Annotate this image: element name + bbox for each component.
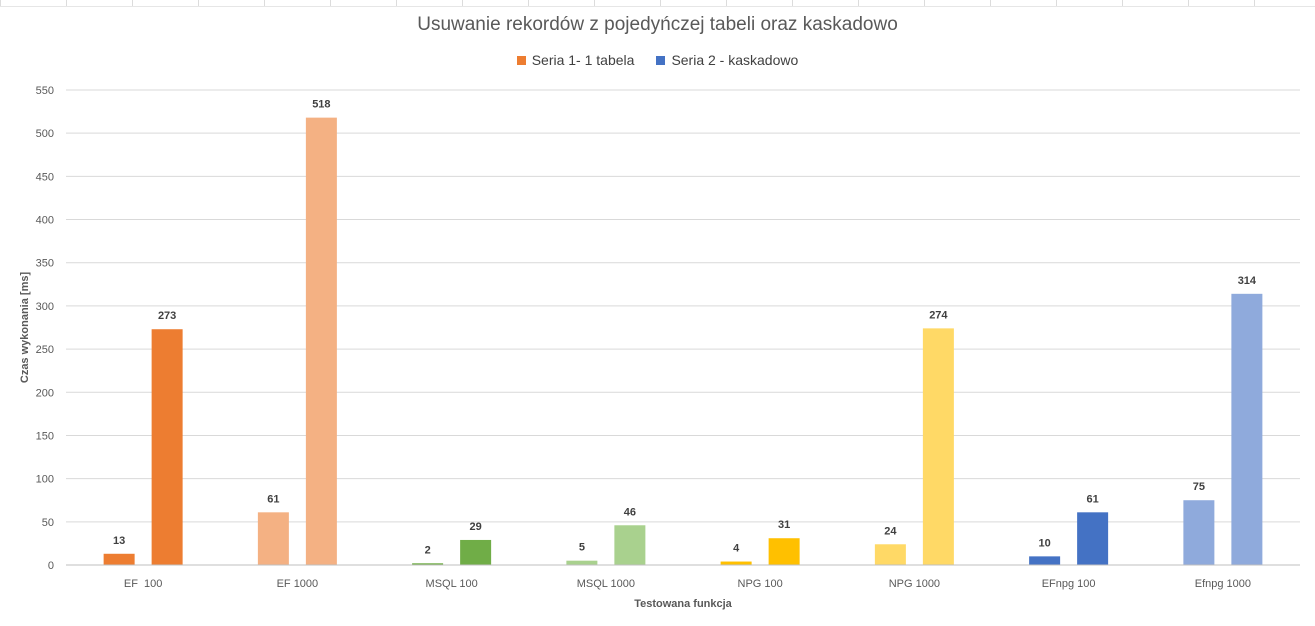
y-tick-label: 550: [36, 85, 54, 97]
bar-series-1: [1183, 500, 1215, 565]
data-label: 10: [1039, 537, 1051, 549]
data-labels: 13 273 61 518 2 29 5 46 4 31 24 274 10 61 75 314: [113, 99, 1257, 557]
chart-title: Usuwanie rekordów z pojedyńczej tabeli o…: [417, 14, 898, 35]
x-tick-label: EFnpg 100: [1042, 578, 1096, 590]
x-tick-label: EF 1000: [277, 578, 319, 590]
bar-series-1: [412, 563, 444, 565]
x-tick-label: MSQL 100: [426, 578, 478, 590]
bar-series-2: [151, 329, 183, 565]
data-label: 274: [929, 309, 948, 321]
bar-series-2: [1231, 293, 1263, 565]
legend-swatch-series-1: [516, 55, 526, 65]
y-tick-label: 450: [36, 171, 54, 183]
x-tick-label: NPG 100: [738, 578, 783, 590]
data-label: 29: [470, 521, 482, 533]
bar-series-1: [566, 560, 598, 565]
bar-series-2: [768, 538, 800, 565]
bar-series-2: [1077, 512, 1109, 565]
y-tick-label: 200: [36, 387, 54, 399]
y-tick-label: 150: [36, 430, 54, 442]
data-label: 24: [884, 525, 897, 537]
data-label: 61: [1087, 493, 1099, 505]
bars: [103, 117, 1263, 566]
gridlines: [66, 89, 1300, 523]
y-tick-label: 50: [42, 517, 54, 529]
y-axis-ticks: 0 50 100 150 200 250 300 350 400 450 500 550: [36, 85, 54, 572]
data-label: 4: [733, 543, 740, 555]
x-axis-ticks: EF 100 EF 1000 MSQL 100 MSQL 1000 NPG 100 NPG…: [124, 578, 1251, 590]
bar-series-1: [720, 561, 752, 565]
data-label: 518: [312, 99, 330, 111]
x-axis-title: Testowana funkcja: [634, 598, 732, 610]
x-tick-label: EF 100: [124, 578, 163, 590]
bar-series-1: [1029, 556, 1061, 565]
data-label: 75: [1193, 481, 1205, 493]
y-tick-label: 500: [36, 128, 54, 140]
spreadsheet-grid-lines: [0, 0, 1315, 7]
legend-label-series-2: Seria 2 - kaskadowo: [671, 52, 799, 68]
data-label: 13: [113, 535, 125, 547]
y-tick-label: 250: [36, 344, 54, 356]
y-tick-label: 300: [36, 301, 54, 313]
legend-swatch-series-2: [656, 55, 666, 65]
y-tick-label: 100: [36, 474, 54, 486]
y-axis-title: Czas wykonania [ms]: [19, 272, 31, 384]
y-tick-label: 400: [36, 215, 54, 227]
data-label: 31: [778, 519, 790, 531]
bar-series-2: [614, 525, 646, 565]
data-label: 61: [267, 493, 279, 505]
bar-series-2: [305, 117, 337, 566]
bar-series-1: [257, 512, 289, 565]
bar-series-1: [103, 553, 135, 565]
legend-item-series-1: Seria 1- 1 tabela: [516, 52, 635, 68]
data-label: 314: [1238, 275, 1257, 287]
y-tick-label: 0: [48, 560, 54, 572]
data-label: 2: [425, 544, 431, 556]
x-tick-label: NPG 1000: [889, 578, 940, 590]
x-tick-label: MSQL 1000: [577, 578, 635, 590]
legend: Seria 1- 1 tabela Seria 2 - kaskadowo: [0, 52, 1315, 68]
bar-series-2: [460, 539, 492, 565]
legend-item-series-2: Seria 2 - kaskadowo: [656, 52, 798, 68]
data-label: 5: [579, 542, 585, 554]
y-tick-label: 350: [36, 258, 54, 270]
bar-series-2: [922, 328, 954, 565]
data-label: 46: [624, 506, 636, 518]
x-tick-label: Efnpg 1000: [1195, 578, 1251, 590]
legend-label-series-1: Seria 1- 1 tabela: [531, 52, 635, 68]
bar-series-1: [874, 544, 906, 565]
data-label: 273: [158, 310, 176, 322]
